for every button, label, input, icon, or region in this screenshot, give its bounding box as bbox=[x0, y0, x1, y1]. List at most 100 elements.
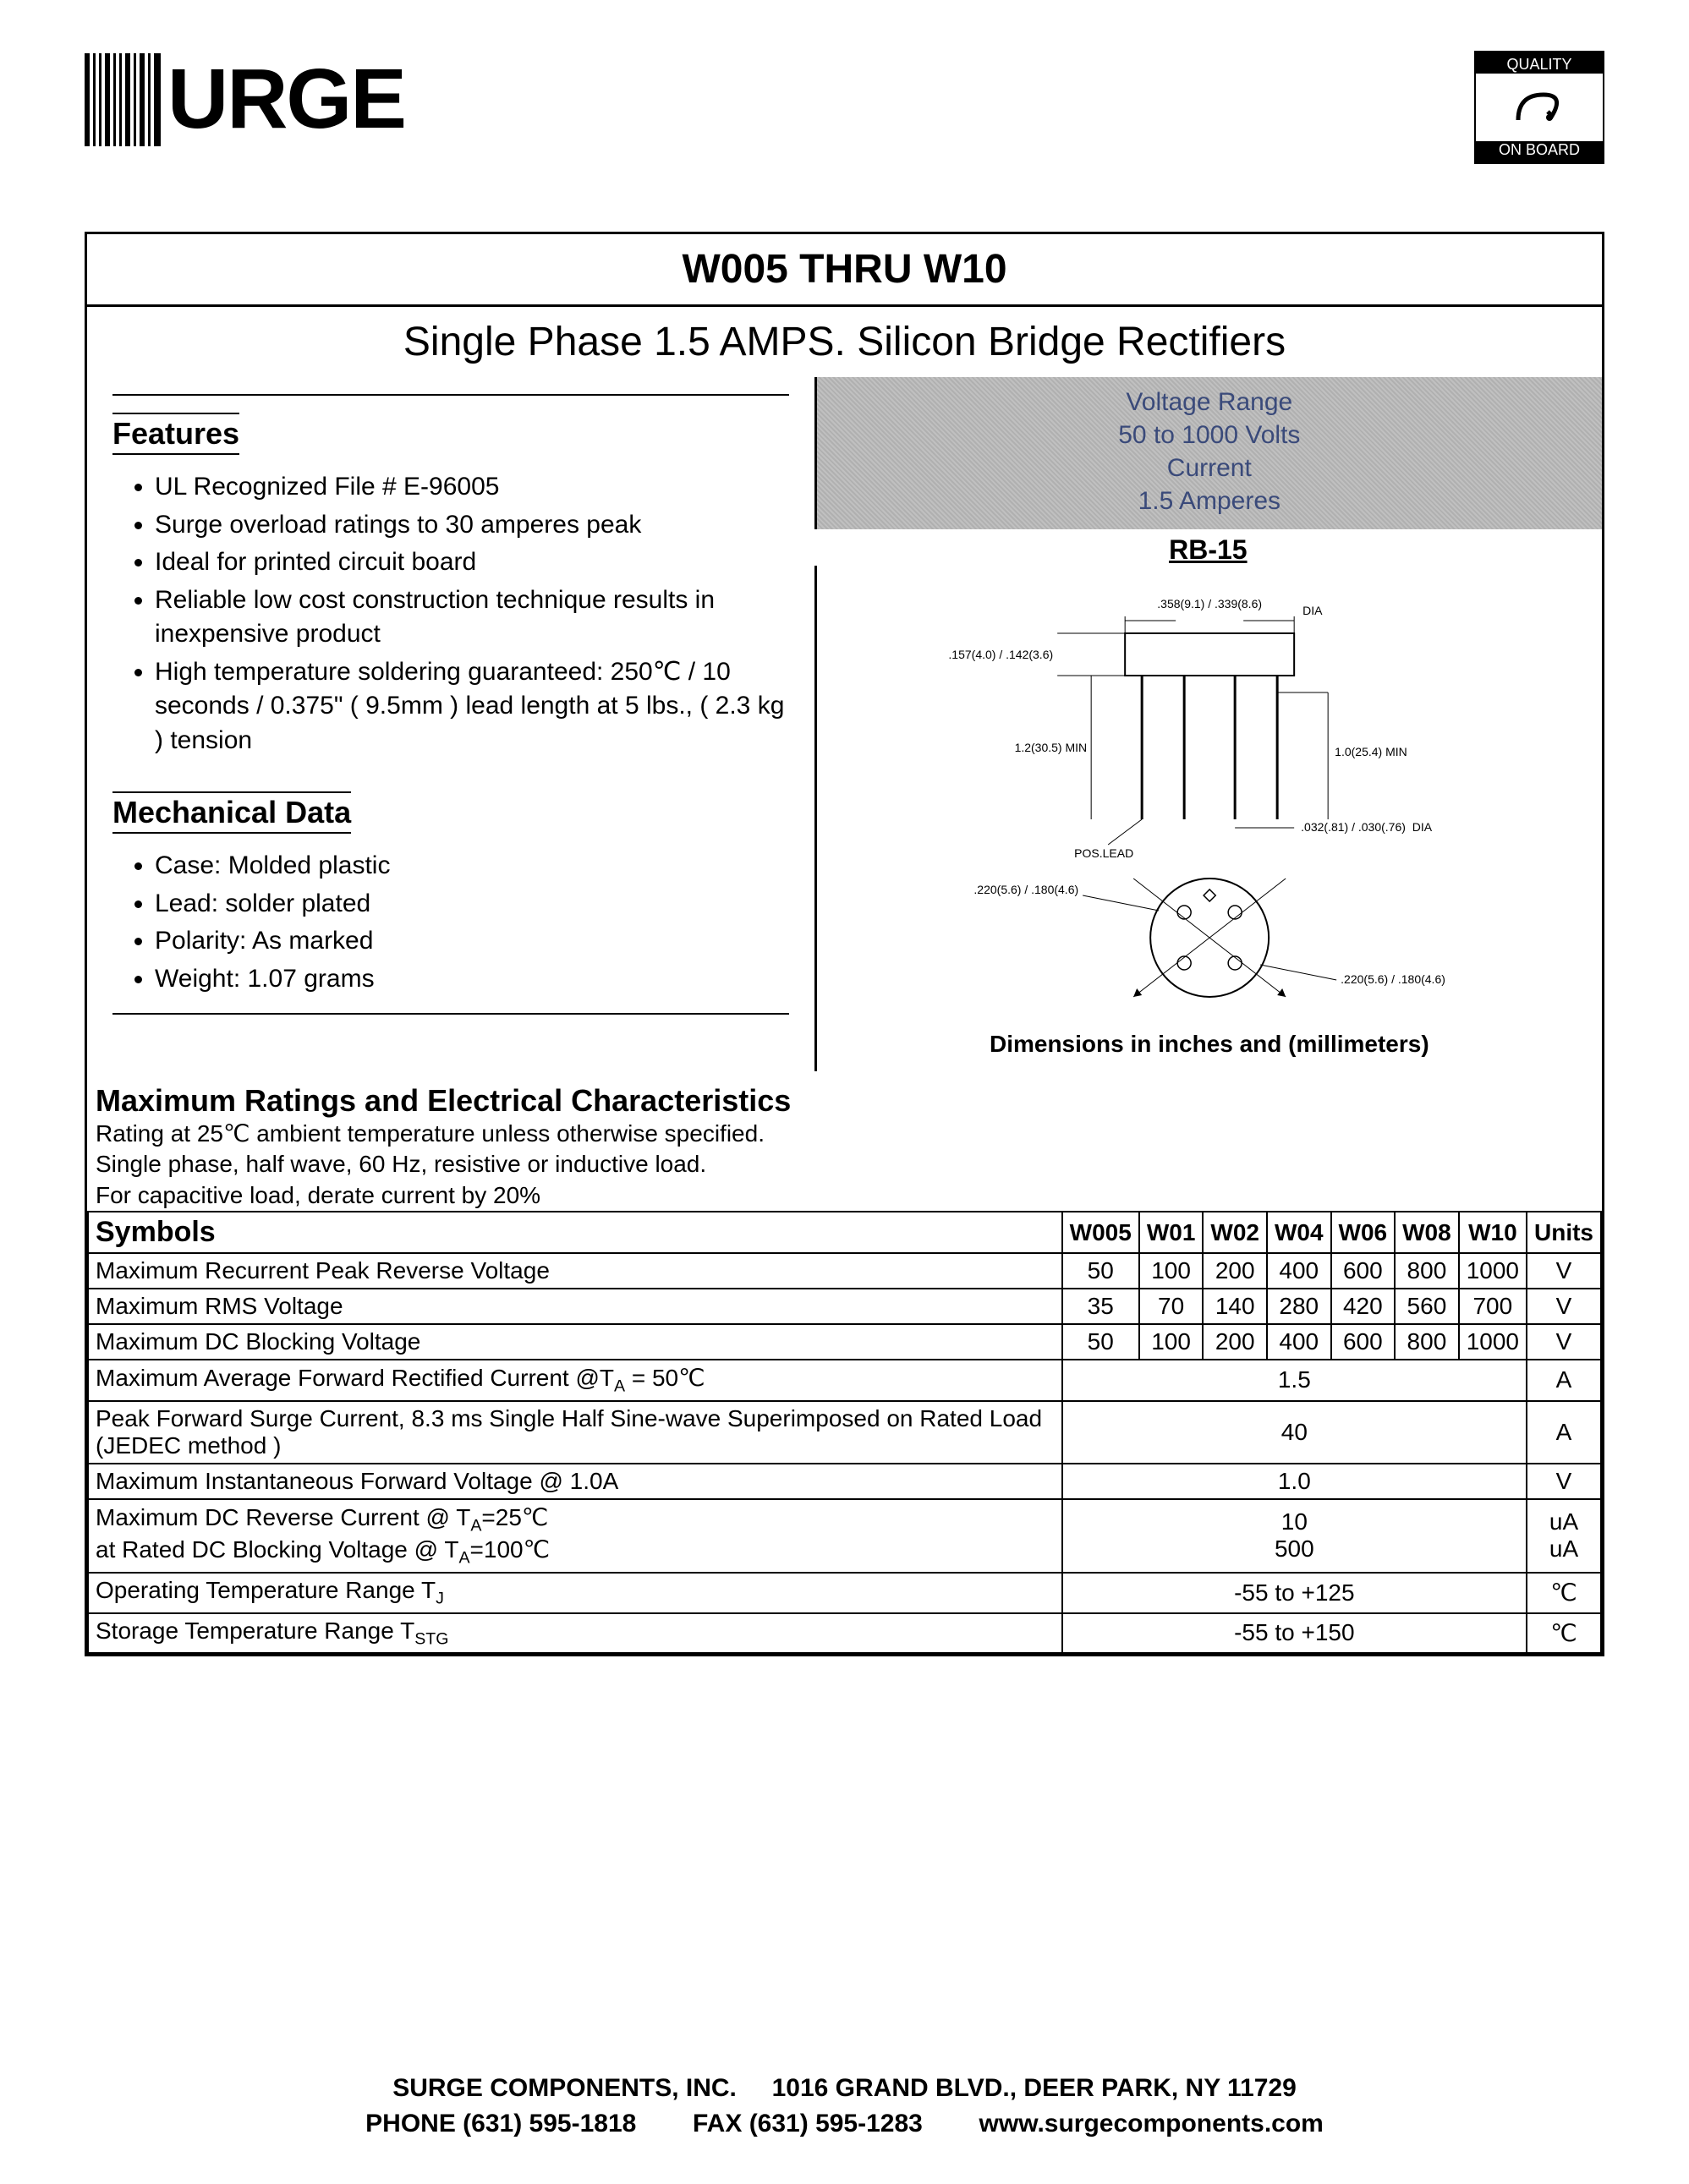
units-header: Units bbox=[1527, 1212, 1601, 1253]
ratings-note: For capacitive load, derate current by 2… bbox=[96, 1180, 1593, 1211]
cell-value: 1000 bbox=[1459, 1253, 1527, 1289]
cell-value: 400 bbox=[1267, 1253, 1331, 1289]
cell-value: 280 bbox=[1267, 1289, 1331, 1324]
cell-value: 600 bbox=[1331, 1253, 1396, 1289]
cell-value: 100 bbox=[1139, 1253, 1204, 1289]
row-label: Maximum Instantaneous Forward Voltage @ … bbox=[88, 1464, 1062, 1499]
cell-unit: ℃ bbox=[1527, 1573, 1601, 1613]
cell-value-span: -55 to +125 bbox=[1062, 1573, 1527, 1613]
col-header: W02 bbox=[1203, 1212, 1267, 1253]
cell-unit: V bbox=[1527, 1324, 1601, 1360]
cell-unit: V bbox=[1527, 1289, 1601, 1324]
table-row: Storage Temperature Range TSTG-55 to +15… bbox=[88, 1613, 1601, 1654]
row-label: Maximum Average Forward Rectified Curren… bbox=[88, 1360, 1062, 1401]
features-list: UL Recognized File # E-96005 Surge overl… bbox=[112, 470, 789, 758]
ratings-note: Rating at 25℃ ambient temperature unless… bbox=[96, 1119, 1593, 1149]
cell-value: 140 bbox=[1203, 1289, 1267, 1324]
row-label: Operating Temperature Range TJ bbox=[88, 1573, 1062, 1613]
col-header: W005 bbox=[1062, 1212, 1139, 1253]
cell-value-span: 1.0 bbox=[1062, 1464, 1527, 1499]
vr-line: 50 to 1000 Volts bbox=[817, 419, 1602, 452]
package-diagram: .358(9.1) / .339(8.6) DIA .157(4.0) / .1… bbox=[814, 566, 1602, 1022]
feature-item: UL Recognized File # E-96005 bbox=[155, 470, 789, 505]
table-header-row: Symbols W005 W01 W02 W04 W06 W08 W10 Uni… bbox=[88, 1212, 1601, 1253]
col-header: W08 bbox=[1395, 1212, 1459, 1253]
row-label: Maximum DC Reverse Current @ TA=25℃at Ra… bbox=[88, 1499, 1062, 1573]
cell-unit: ℃ bbox=[1527, 1613, 1601, 1654]
feature-item: Ideal for printed circuit board bbox=[155, 545, 789, 580]
cell-value: 420 bbox=[1331, 1289, 1396, 1324]
table-row: Maximum DC Reverse Current @ TA=25℃at Ra… bbox=[88, 1499, 1601, 1573]
footer-line: SURGE COMPONENTS, INC. 1016 GRAND BLVD.,… bbox=[0, 2071, 1689, 2106]
svg-text:1.0(25.4) MIN: 1.0(25.4) MIN bbox=[1335, 745, 1407, 758]
row-label: Peak Forward Surge Current, 8.3 ms Singl… bbox=[88, 1401, 1062, 1464]
cell-unit: V bbox=[1527, 1464, 1601, 1499]
mech-item: Polarity: As marked bbox=[155, 924, 789, 959]
badge-top: QUALITY bbox=[1476, 56, 1603, 74]
datasheet-page: URGE QUALITY ON BOARD W005 THRU W10 Sing… bbox=[0, 0, 1689, 2184]
vr-line: Current bbox=[817, 452, 1602, 484]
product-subtitle: Single Phase 1.5 AMPS. Silicon Bridge Re… bbox=[87, 307, 1602, 377]
cell-value: 50 bbox=[1062, 1253, 1139, 1289]
col-header: W06 bbox=[1331, 1212, 1396, 1253]
cell-value: 700 bbox=[1459, 1289, 1527, 1324]
mech-item: Case: Molded plastic bbox=[155, 849, 789, 884]
table-row: Maximum DC Blocking Voltage5010020040060… bbox=[88, 1324, 1601, 1360]
col-header: W04 bbox=[1267, 1212, 1331, 1253]
features-heading: Features bbox=[112, 413, 239, 455]
svg-text:POS.LEAD: POS.LEAD bbox=[1074, 846, 1133, 860]
quality-badge: QUALITY ON BOARD bbox=[1474, 51, 1604, 164]
cell-value: 50 bbox=[1062, 1324, 1139, 1360]
part-number-title: W005 THRU W10 bbox=[87, 234, 1602, 307]
feature-item: Surge overload ratings to 30 amperes pea… bbox=[155, 508, 789, 543]
cell-value: 400 bbox=[1267, 1324, 1331, 1360]
cell-value: 800 bbox=[1395, 1253, 1459, 1289]
row-label: Maximum RMS Voltage bbox=[88, 1289, 1062, 1324]
page-footer: SURGE COMPONENTS, INC. 1016 GRAND BLVD.,… bbox=[0, 2071, 1689, 2142]
package-label: RB-15 bbox=[814, 534, 1602, 566]
vr-line: Voltage Range bbox=[817, 386, 1602, 419]
cell-value: 600 bbox=[1331, 1324, 1396, 1360]
table-row: Maximum RMS Voltage3570140280420560700V bbox=[88, 1289, 1601, 1324]
feature-item: High temperature soldering guaranteed: 2… bbox=[155, 655, 789, 758]
svg-text:1.2(30.5) MIN: 1.2(30.5) MIN bbox=[1014, 741, 1087, 754]
features-column: Features UL Recognized File # E-96005 Su… bbox=[87, 377, 814, 1071]
symbols-header: Symbols bbox=[88, 1212, 1062, 1253]
svg-text:.032(.81) / .030(.76): .032(.81) / .030(.76) DIA bbox=[1301, 820, 1433, 834]
mechanical-list: Case: Molded plastic Lead: solder plated… bbox=[112, 849, 789, 996]
svg-text:.358(9.1) / .339(8.6): .358(9.1) / .339(8.6) bbox=[1157, 597, 1262, 610]
upper-section: Features UL Recognized File # E-96005 Su… bbox=[87, 377, 1602, 1071]
footer-company: SURGE COMPONENTS, INC. bbox=[392, 2074, 737, 2102]
page-header: URGE QUALITY ON BOARD bbox=[85, 51, 1604, 164]
col-header: W10 bbox=[1459, 1212, 1527, 1253]
table-row: Peak Forward Surge Current, 8.3 ms Singl… bbox=[88, 1401, 1601, 1464]
row-label: Storage Temperature Range TSTG bbox=[88, 1613, 1062, 1654]
ratings-note: Single phase, half wave, 60 Hz, resistiv… bbox=[96, 1149, 1593, 1180]
company-logo: URGE bbox=[85, 51, 405, 148]
datasheet-body: W005 THRU W10 Single Phase 1.5 AMPS. Sil… bbox=[85, 232, 1604, 1656]
mechanical-heading: Mechanical Data bbox=[112, 791, 351, 834]
cell-value-span: -55 to +150 bbox=[1062, 1613, 1527, 1654]
footer-address: 1016 GRAND BLVD., DEER PARK, NY 11729 bbox=[772, 2074, 1297, 2102]
logo-text: URGE bbox=[167, 51, 405, 148]
footer-phone: PHONE (631) 595-1818 bbox=[365, 2110, 636, 2137]
cell-unit: V bbox=[1527, 1253, 1601, 1289]
cell-value: 200 bbox=[1203, 1324, 1267, 1360]
svg-text:.157(4.0) / .142(3.6): .157(4.0) / .142(3.6) bbox=[948, 648, 1053, 661]
ratings-heading: Maximum Ratings and Electrical Character… bbox=[96, 1083, 1593, 1119]
table-row: Maximum Instantaneous Forward Voltage @ … bbox=[88, 1464, 1601, 1499]
svg-text:.220(5.6) / .180(4.6): .220(5.6) / .180(4.6) bbox=[973, 883, 1078, 896]
table-row: Operating Temperature Range TJ-55 to +12… bbox=[88, 1573, 1601, 1613]
cell-unit: A bbox=[1527, 1401, 1601, 1464]
dimension-caption: Dimensions in inches and (millimeters) bbox=[814, 1022, 1602, 1071]
barcode-icon bbox=[85, 53, 161, 146]
row-label: Maximum DC Blocking Voltage bbox=[88, 1324, 1062, 1360]
badge-icon bbox=[1476, 74, 1603, 141]
ratings-header-block: Maximum Ratings and Electrical Character… bbox=[87, 1071, 1602, 1211]
cell-value: 560 bbox=[1395, 1289, 1459, 1324]
row-label: Maximum Recurrent Peak Reverse Voltage bbox=[88, 1253, 1062, 1289]
cell-value-span: 40 bbox=[1062, 1401, 1527, 1464]
feature-item: Reliable low cost construction technique… bbox=[155, 583, 789, 652]
cell-value: 200 bbox=[1203, 1253, 1267, 1289]
footer-url: www.surgecomponents.com bbox=[979, 2110, 1324, 2137]
